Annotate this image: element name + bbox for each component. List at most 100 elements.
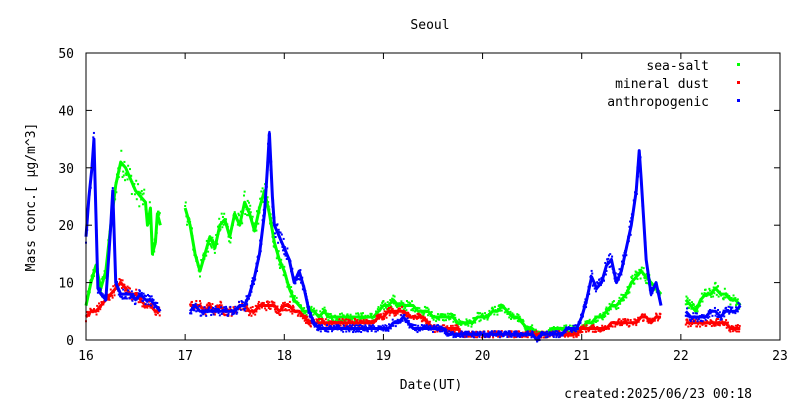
data-point xyxy=(688,316,691,319)
data-point xyxy=(721,320,724,323)
data-point xyxy=(426,320,429,323)
data-point xyxy=(237,306,240,309)
data-point xyxy=(605,306,608,309)
data-point xyxy=(519,317,522,320)
data-point xyxy=(263,212,266,215)
data-point xyxy=(483,330,486,333)
data-point xyxy=(88,193,91,196)
data-point xyxy=(276,305,279,308)
data-point xyxy=(150,238,153,241)
data-point xyxy=(193,254,196,257)
data-point xyxy=(356,315,359,318)
data-point xyxy=(482,334,485,337)
data-point xyxy=(446,325,449,328)
data-point xyxy=(92,268,95,271)
data-point xyxy=(201,309,204,312)
data-point xyxy=(324,318,327,321)
data-point xyxy=(474,321,477,324)
data-point xyxy=(87,196,90,199)
data-point xyxy=(583,303,586,306)
data-point xyxy=(261,301,264,304)
data-point xyxy=(225,305,228,308)
data-point xyxy=(240,220,243,223)
data-point xyxy=(117,283,120,286)
data-point xyxy=(155,231,158,234)
data-point xyxy=(365,318,368,321)
data-point xyxy=(632,321,635,324)
data-point xyxy=(89,186,92,189)
data-point xyxy=(335,322,338,325)
data-point xyxy=(364,324,367,327)
data-point xyxy=(622,321,625,324)
data-point xyxy=(107,256,110,259)
data-point xyxy=(263,304,266,307)
data-point xyxy=(218,314,221,317)
data-point xyxy=(301,314,304,317)
data-point xyxy=(440,325,443,328)
data-point xyxy=(516,335,519,338)
data-point xyxy=(715,319,718,322)
data-point xyxy=(122,285,125,288)
data-point xyxy=(158,212,161,215)
data-point xyxy=(265,182,268,185)
data-point xyxy=(708,323,711,326)
data-point xyxy=(361,312,364,315)
data-point xyxy=(733,297,736,300)
data-point xyxy=(145,207,148,210)
data-point xyxy=(398,320,401,323)
data-point xyxy=(210,309,213,311)
data-point xyxy=(686,315,689,318)
data-point xyxy=(505,330,508,333)
data-point xyxy=(253,309,256,312)
data-point xyxy=(279,231,282,234)
data-point xyxy=(533,334,535,337)
data-point xyxy=(714,314,717,317)
data-point xyxy=(722,309,725,312)
data-point xyxy=(215,241,218,244)
data-point xyxy=(640,268,643,271)
data-point xyxy=(575,324,578,327)
data-point xyxy=(362,329,365,332)
data-point xyxy=(725,292,728,295)
data-point xyxy=(87,313,90,316)
data-point xyxy=(659,312,662,315)
data-point xyxy=(120,164,123,167)
data-point xyxy=(694,316,697,319)
data-point xyxy=(219,309,222,312)
data-point xyxy=(733,299,736,302)
data-point xyxy=(380,306,383,309)
data-point xyxy=(653,319,656,322)
data-point xyxy=(497,330,500,333)
data-point xyxy=(607,257,610,260)
data-point xyxy=(199,275,202,278)
data-point xyxy=(479,330,482,333)
data-point xyxy=(522,320,525,323)
data-point xyxy=(513,330,516,333)
data-point xyxy=(498,309,501,312)
data-point xyxy=(591,272,594,275)
data-point xyxy=(525,334,528,337)
data-point xyxy=(140,298,143,301)
data-point xyxy=(235,218,238,221)
data-point xyxy=(291,277,294,280)
data-point xyxy=(190,227,193,230)
data-point xyxy=(725,326,728,329)
data-point xyxy=(360,313,363,316)
data-point xyxy=(521,336,524,339)
data-point xyxy=(558,330,561,333)
data-point xyxy=(641,313,644,316)
data-point xyxy=(410,309,413,312)
data-point xyxy=(328,323,331,326)
data-point xyxy=(631,218,634,221)
data-point xyxy=(494,333,497,336)
data-point xyxy=(441,330,444,333)
data-point xyxy=(195,259,198,262)
data-point xyxy=(396,304,399,307)
data-point xyxy=(190,228,193,231)
data-point xyxy=(234,305,237,308)
data-point xyxy=(629,321,632,324)
data-point xyxy=(243,309,246,312)
data-point xyxy=(97,289,100,292)
data-point xyxy=(601,279,604,282)
data-point xyxy=(608,302,611,305)
